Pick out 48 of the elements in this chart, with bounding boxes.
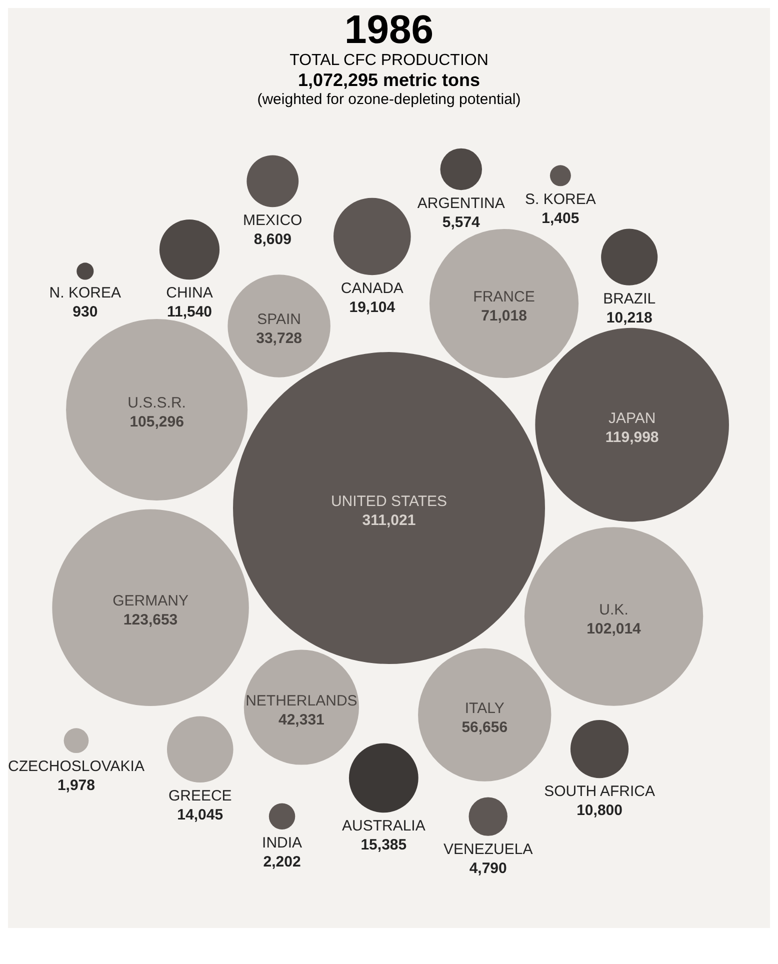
category-label: S. KOREA — [525, 191, 596, 208]
data-label: 19,104 — [349, 299, 396, 316]
data-label: 42,331 — [278, 711, 324, 728]
category-label: UNITED STATES — [330, 493, 448, 510]
text: 1986 — [344, 8, 434, 52]
category-label: VENEZUELA — [443, 840, 533, 858]
data-label: 10,800 — [576, 802, 622, 820]
data-label: 2,202 — [263, 854, 301, 871]
category-label: U.S.S.R. — [128, 394, 186, 412]
category-label: SPAIN — [257, 310, 302, 328]
category-label: GREECE — [168, 788, 232, 805]
data-label: 930 — [72, 304, 98, 321]
category-label: FRANCE — [473, 288, 535, 306]
category-label: U.K. — [599, 602, 628, 618]
data-label: 1,405 — [542, 210, 580, 228]
data-label: 123,653 — [123, 612, 178, 629]
data-label: 105,296 — [130, 414, 184, 431]
category-label: CZECHOSLOVAKIA — [8, 758, 144, 776]
category-label: BRAZIL — [603, 290, 656, 308]
data-label: 1,978 — [57, 777, 95, 794]
data-label: 56,656 — [462, 718, 508, 736]
category-label: AUSTRALIA — [342, 818, 426, 835]
data-label: 10,218 — [606, 309, 652, 326]
data-label: 14,045 — [177, 806, 224, 824]
category-label: GERMANY — [112, 592, 188, 610]
text: (weighted for ozone-depleting potential) — [256, 91, 522, 108]
category-label: ITALY — [464, 700, 504, 717]
data-label: 8,609 — [254, 231, 292, 248]
data-label: 11,540 — [166, 304, 212, 321]
text: TOTAL CFC PRODUCTION — [288, 52, 490, 70]
data-label: 311,021 — [362, 512, 416, 529]
category-label: SOUTH AFRICA — [544, 783, 655, 800]
category-label: CHINA — [166, 284, 213, 302]
category-label: MEXICO — [243, 212, 302, 230]
data-label: 5,574 — [442, 214, 481, 232]
category-label: CANADA — [340, 280, 404, 298]
category-label: JAPAN — [608, 410, 656, 427]
data-label: 119,998 — [605, 428, 659, 446]
category-label: N. KOREA — [49, 284, 121, 302]
data-label: 71,018 — [481, 307, 527, 324]
data-label: 33,728 — [256, 330, 302, 347]
data-label: 4,790 — [469, 860, 507, 877]
category-label: NETHERLANDS — [246, 692, 358, 710]
data-label: 102,014 — [586, 620, 642, 638]
text: 1,072,295 metric tons — [296, 70, 482, 91]
category-label: INDIA — [262, 834, 302, 852]
data-label: 15,385 — [360, 836, 407, 854]
category-label: ARGENTINA — [417, 195, 505, 212]
